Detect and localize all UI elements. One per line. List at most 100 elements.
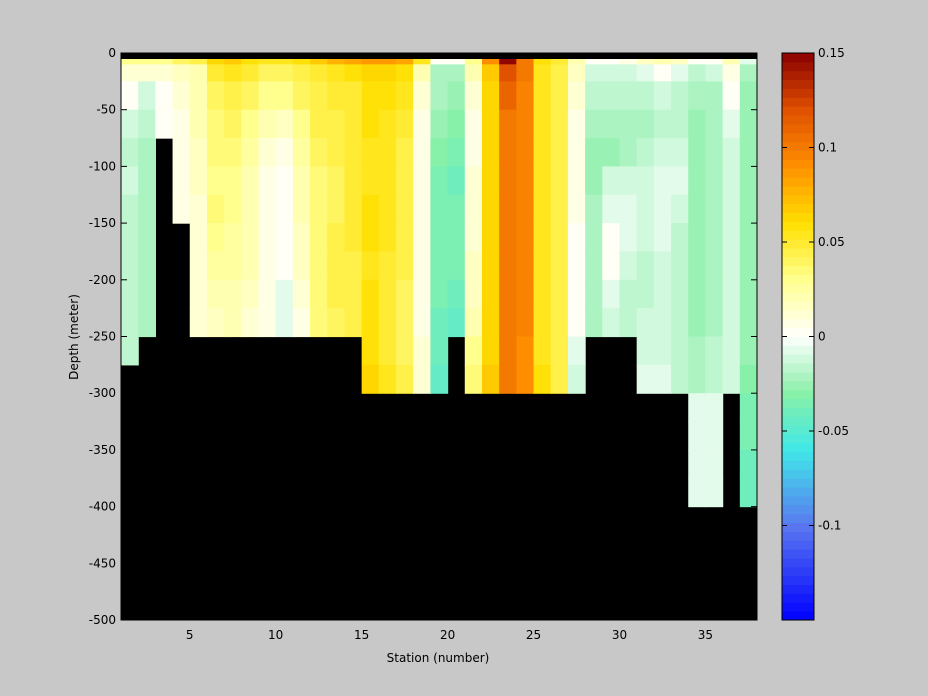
heatmap-cell [705, 109, 724, 139]
heatmap-cell [310, 279, 328, 309]
y-tick-label: -400 [89, 500, 116, 514]
heatmap-cell [378, 251, 397, 281]
heatmap-cell [636, 223, 655, 253]
heatmap-cell [396, 166, 414, 196]
heatmap-cell [722, 138, 741, 167]
heatmap-cell [688, 64, 707, 82]
heatmap-cell [224, 194, 242, 224]
heatmap-cell [206, 81, 225, 111]
heatmap-cell [327, 279, 346, 309]
heatmap-cell [292, 166, 311, 196]
heatmap-cell [138, 223, 156, 253]
heatmap-cell [585, 138, 603, 167]
heatmap-cell [344, 138, 363, 167]
heatmap-cell [275, 223, 294, 253]
heatmap-cell [121, 308, 139, 338]
colorbar-swatch [782, 256, 814, 267]
heatmap-cell [396, 308, 414, 338]
colorbar-swatch [782, 371, 814, 382]
heatmap-cell [292, 223, 311, 253]
heatmap-cell [636, 109, 655, 139]
colorbar-swatch [782, 478, 814, 488]
heatmap-cell [499, 223, 517, 253]
heatmap-cell [533, 166, 552, 196]
heatmap-cell [310, 223, 328, 253]
colorbar-swatch [782, 363, 814, 373]
heatmap-cell [619, 64, 638, 82]
heatmap-cell [671, 364, 689, 394]
colorbar-swatch [782, 230, 814, 240]
colorbar-swatch [782, 407, 814, 417]
heatmap-cell [224, 223, 242, 253]
heatmap-cell [447, 194, 466, 224]
y-tick-label: -50 [96, 103, 116, 117]
surface-line [121, 53, 757, 59]
heatmap-cell [413, 138, 432, 167]
heatmap-cell [671, 251, 689, 281]
heatmap-cell [413, 364, 432, 394]
colorbar-swatch [782, 79, 814, 89]
heatmap-cell [688, 279, 707, 309]
heatmap-cell [121, 64, 139, 82]
heatmap-cell [653, 81, 672, 111]
heatmap-cell [585, 308, 603, 338]
heatmap-cell [378, 64, 397, 82]
colorbar-swatch [782, 575, 814, 586]
heatmap-cell [550, 308, 569, 338]
heatmap-cell [206, 251, 225, 281]
heatmap-cell [361, 109, 380, 139]
colorbar-tick-label: 0 [818, 330, 826, 344]
heatmap-cell [138, 64, 156, 82]
heatmap-cell [705, 308, 724, 338]
heatmap-cell [344, 64, 363, 82]
colorbar-swatch [782, 292, 814, 302]
heatmap-cell [413, 64, 432, 82]
heatmap-cell [430, 279, 449, 309]
heatmap-cell [636, 251, 655, 281]
heatmap-cell [636, 308, 655, 338]
heatmap-cell [705, 393, 724, 423]
heatmap-cell [241, 308, 260, 338]
heatmap-cell [499, 138, 517, 167]
heatmap-cell [172, 109, 191, 139]
heatmap-cell [138, 138, 156, 167]
heatmap-cell [430, 251, 449, 281]
colorbar-swatches [782, 53, 814, 621]
heatmap-cell [550, 81, 569, 111]
heatmap-cell [224, 64, 242, 82]
heatmap-cell [344, 109, 363, 139]
heatmap-cell [705, 81, 724, 111]
heatmap-cell [722, 109, 741, 139]
heatmap-cell [602, 194, 621, 224]
heatmap-cell [722, 223, 741, 253]
heatmap-cell [344, 166, 363, 196]
heatmap-cell [121, 109, 139, 139]
heatmap-cell [138, 251, 156, 281]
heatmap-cell [344, 81, 363, 111]
heatmap-cell [275, 308, 294, 338]
heatmap-cell [653, 364, 672, 394]
colorbar-swatch [782, 221, 814, 231]
heatmap-cell [378, 364, 397, 394]
colorbar-swatch [782, 433, 814, 444]
heatmap-cell [739, 393, 758, 423]
heatmap-cell [602, 64, 621, 82]
heatmap-cell [310, 64, 328, 82]
heatmap-cell [619, 81, 638, 111]
heatmap-cell [464, 138, 483, 167]
heatmap-cell [344, 279, 363, 309]
heatmap-cell [275, 64, 294, 82]
heatmap-cell [533, 308, 552, 338]
heatmap-cell [619, 279, 638, 309]
colorbar-swatch [782, 504, 814, 515]
heatmap-cell [739, 364, 758, 394]
heatmap-cell [739, 194, 758, 224]
heatmap-cell [258, 109, 277, 139]
heatmap-cell [224, 81, 242, 111]
heatmap-cell [636, 138, 655, 167]
heatmap-cell [722, 194, 741, 224]
heatmap-cell [619, 251, 638, 281]
heatmap-cell [585, 64, 603, 82]
heatmap-cell [224, 279, 242, 309]
heatmap-cell [310, 166, 328, 196]
